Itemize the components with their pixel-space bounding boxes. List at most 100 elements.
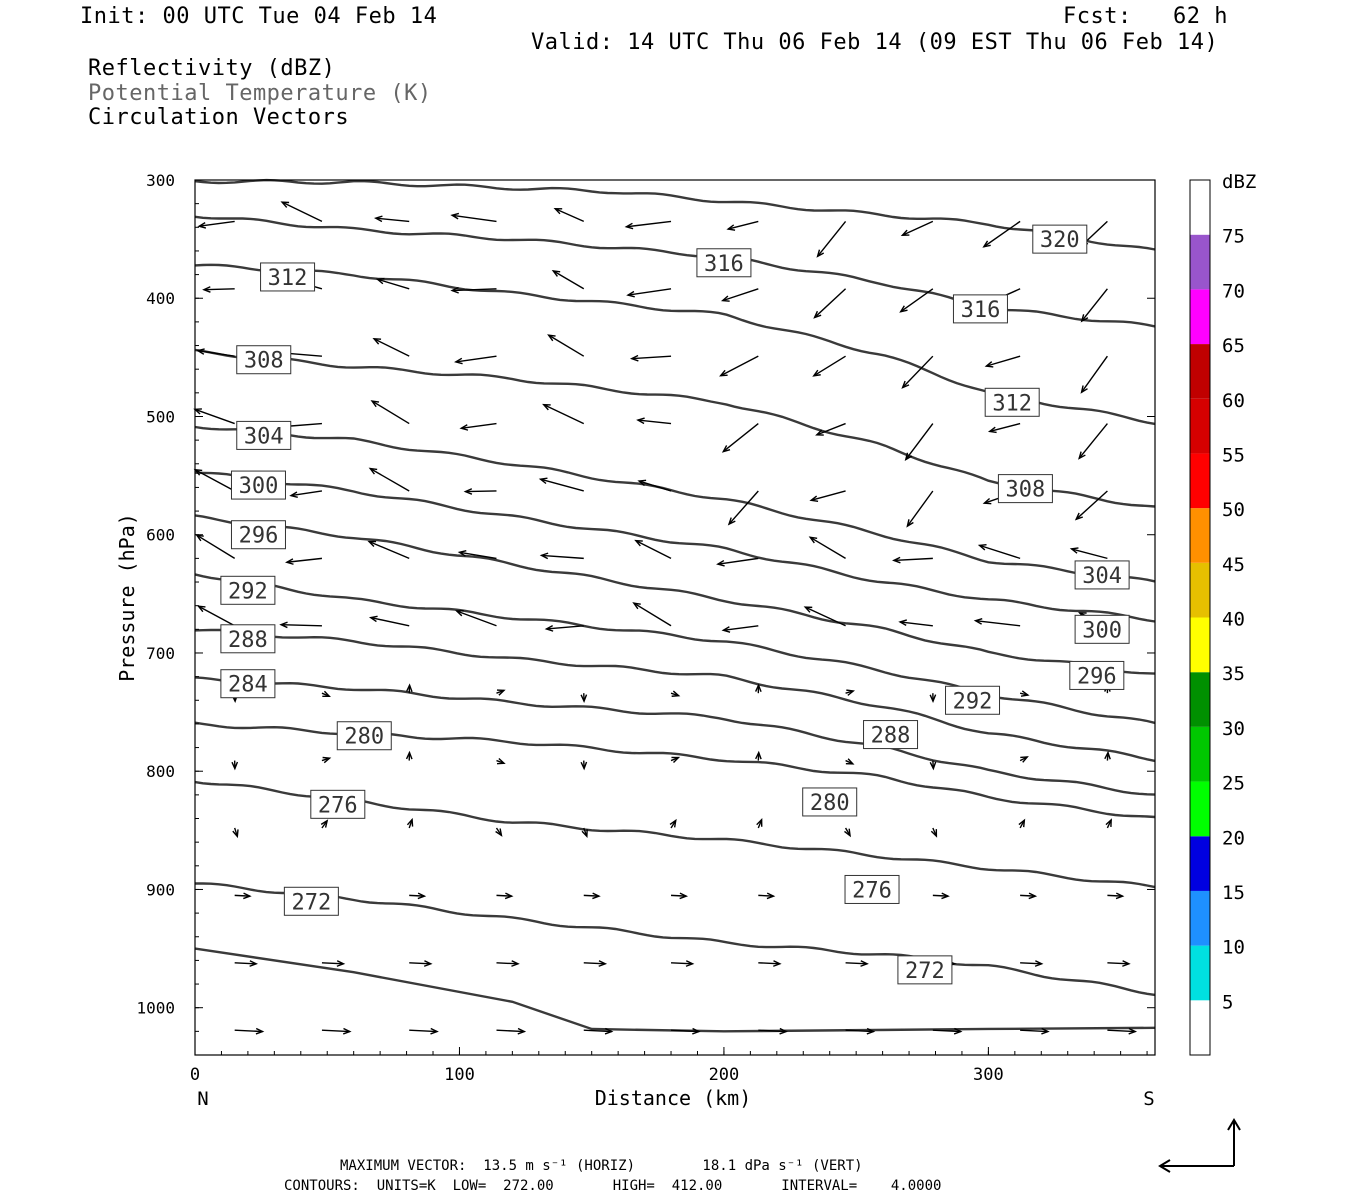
- vector-arrowhead: [373, 215, 383, 223]
- vector-arrowhead: [898, 619, 908, 626]
- vector-arrow: [902, 220, 934, 236]
- colorbar-label: 60: [1222, 390, 1245, 412]
- contour-label-box: [310, 789, 366, 819]
- vector-arrow: [496, 962, 519, 965]
- contour-label-box: [283, 886, 339, 916]
- vector-arrowhead: [846, 689, 856, 696]
- y-tick-label: 900: [146, 880, 175, 899]
- vector-arrowhead: [243, 892, 252, 900]
- vector-arrowhead: [405, 683, 413, 692]
- vector-arrowhead: [904, 452, 913, 461]
- vector-arrowhead: [495, 828, 503, 837]
- vector-arrowhead: [987, 426, 997, 434]
- vector-arrowhead: [900, 229, 910, 236]
- vector-arrowhead: [430, 1027, 439, 1035]
- vector-arrowhead: [1080, 385, 1088, 394]
- vector-arrowhead: [636, 417, 645, 425]
- vector-arrowhead: [982, 497, 992, 505]
- vector-arrow: [670, 894, 687, 897]
- theta-contour-284: [194, 676, 1156, 796]
- vector-arrowhead: [721, 626, 731, 633]
- vector-arrowhead: [496, 689, 506, 696]
- field-vectors: Circulation Vectors: [88, 105, 350, 130]
- vector-arrow: [409, 962, 431, 965]
- vector-arrowhead: [604, 1027, 614, 1035]
- vector-arrow: [975, 619, 1021, 627]
- colorbar-segment: [1190, 945, 1210, 1001]
- vector-arrow: [496, 894, 512, 897]
- colorbar-label: 40: [1222, 609, 1245, 631]
- y-tick-label: 400: [146, 289, 175, 308]
- vector-arrow: [986, 355, 1021, 367]
- vector-arrowhead: [289, 491, 298, 499]
- vector-arrowhead: [809, 495, 819, 502]
- colorbar-segment: [1190, 781, 1210, 837]
- vector-arrow: [932, 894, 949, 897]
- vector-arrowhead: [592, 892, 601, 900]
- vector-arrowhead: [860, 960, 869, 967]
- vector-arrowhead: [322, 756, 332, 764]
- contour-label: 316: [961, 298, 1001, 323]
- vector-arrowhead: [779, 1027, 788, 1035]
- vector-arrowhead: [517, 1027, 527, 1035]
- vector-arrowhead: [459, 424, 469, 431]
- vector-arrowhead: [634, 539, 643, 547]
- vector-arrowhead: [553, 207, 563, 215]
- lowest-contour: [194, 947, 1156, 1033]
- colorbar-label: 5: [1222, 991, 1233, 1013]
- vector-arrow: [845, 1029, 874, 1033]
- plot-frame: [194, 179, 1156, 1056]
- y-tick-label: 1000: [136, 999, 175, 1018]
- vector-arrowhead: [511, 960, 520, 967]
- contour-label: 280: [344, 725, 384, 750]
- vector-arrowhead: [719, 369, 728, 377]
- max-vector-note: MAXIMUM VECTOR: 13.5 m s⁻¹ (HORIZ) 18.1 …: [340, 1158, 863, 1174]
- contour-label: 288: [871, 724, 911, 749]
- vector-arrowhead: [231, 761, 239, 771]
- colorbar-label: 30: [1222, 718, 1245, 740]
- colorbar-label: 70: [1222, 280, 1245, 302]
- vector-arrowhead: [727, 517, 736, 526]
- contour-label: 288: [228, 628, 268, 653]
- vector-arrowhead: [973, 618, 983, 625]
- vector-arrow: [1020, 1029, 1049, 1033]
- vector-arrow: [810, 490, 846, 502]
- vector-arrow: [369, 467, 410, 492]
- vector-arrowhead: [984, 361, 994, 368]
- vector-arrow: [723, 625, 759, 631]
- vector-arrow: [813, 355, 846, 377]
- contour-label: 280: [810, 791, 850, 816]
- theta-contour-304: [194, 425, 1156, 583]
- contour-label: 312: [992, 391, 1032, 416]
- y-axis-label: Pressure (hPa): [115, 513, 139, 682]
- x-axis-label: Distance (km): [595, 1086, 752, 1110]
- vector-arrow: [540, 478, 584, 492]
- vector-arrow: [900, 621, 933, 627]
- colorbar-title: dBZ: [1222, 171, 1256, 193]
- contour-label-box: [260, 262, 316, 292]
- vector-arrowhead: [977, 544, 987, 551]
- vector-arrowhead: [463, 488, 473, 495]
- vector-arrowhead: [423, 960, 433, 967]
- vector-arrow: [196, 534, 236, 559]
- contour-label-box: [1074, 614, 1130, 644]
- vector-arrow: [290, 490, 323, 497]
- vector-arrow: [758, 1029, 787, 1033]
- vector-arrow: [1078, 423, 1108, 459]
- vector-arrowhead: [368, 615, 378, 623]
- vector-arrow: [583, 894, 599, 897]
- vector-arrow: [198, 605, 236, 627]
- vector-arrow: [979, 544, 1021, 560]
- vector-arrowhead: [866, 1027, 876, 1035]
- colorbar-segment: [1190, 289, 1210, 345]
- vector-arrow: [455, 355, 497, 363]
- contour-label: 272: [291, 890, 331, 915]
- vector-arrowhead: [249, 960, 258, 967]
- vector-arrowhead: [581, 829, 588, 838]
- vector-arrowhead: [342, 1027, 352, 1035]
- vector-arrow: [552, 270, 585, 290]
- vector-arrowhead: [756, 818, 763, 827]
- vector-arrow: [633, 602, 672, 627]
- valid-time: Valid: 14 UTC Thu 06 Feb 14 (09 EST Thu …: [531, 30, 1219, 55]
- colorbar-label: 35: [1222, 663, 1245, 685]
